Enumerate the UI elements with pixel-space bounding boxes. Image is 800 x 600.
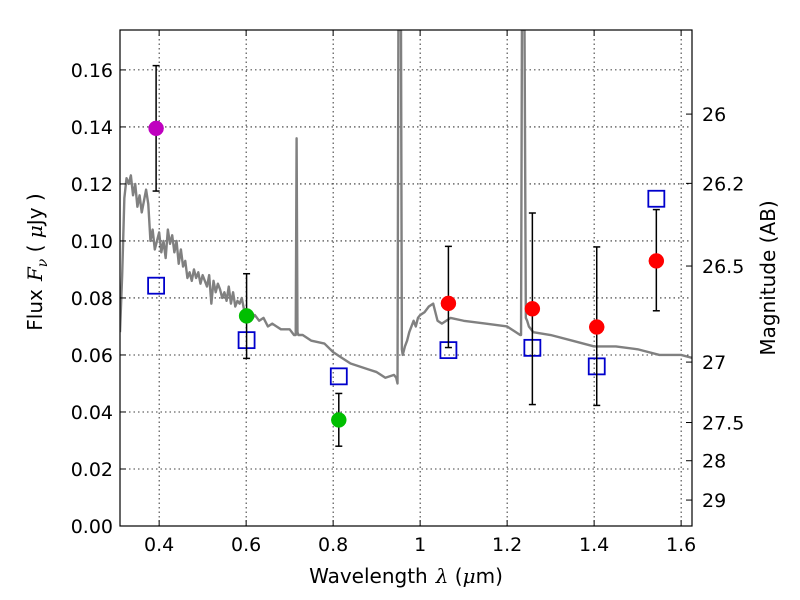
y-tick-label: 0.06	[71, 345, 113, 367]
y2-tick-label: 28	[702, 451, 726, 473]
y2-tick-label: 26	[702, 104, 726, 126]
model-square-marker	[647, 189, 666, 208]
data-point-marker	[238, 308, 255, 324]
y-axis-title-unit-mu: μ	[23, 225, 47, 238]
y-axis-title-unit-open: (	[23, 238, 47, 259]
model-square-marker	[147, 276, 166, 295]
model-spectrum	[120, 30, 692, 385]
data-point-marker	[440, 295, 457, 312]
y2-tick-label: 27.5	[702, 413, 744, 435]
model-spectrum-line	[120, 30, 692, 385]
y-axis-title-subscript: ν	[35, 258, 51, 267]
model-square-marker	[329, 367, 348, 386]
axes-ticks: 0.4 0.6 0.8 1 1.2 1.4 1.6 0.00 0.02 0.04 0.06 0.08 0…	[71, 30, 744, 556]
y-tick-label: 0.16	[71, 60, 113, 82]
data-point-marker	[148, 120, 164, 137]
x-axis-title-symbol: λ	[435, 564, 449, 588]
x-axis-title: Wavelength λ (μm)	[309, 564, 503, 588]
x-axis-title-text: Wavelength	[309, 564, 428, 588]
data-point-marker	[588, 319, 605, 335]
x-tick-label: 1.2	[492, 534, 522, 556]
data-point-marker	[331, 412, 347, 428]
plot-frame	[119, 29, 693, 527]
y-tick-label: 0.00	[71, 516, 113, 538]
x-tick-label: 1.6	[666, 534, 696, 556]
y2-tick-label: 26.2	[702, 173, 744, 195]
x-axis-title-unit-open: (	[448, 564, 462, 588]
y-tick-label: 0.08	[71, 288, 113, 310]
x-tick-label: 1.4	[579, 534, 609, 556]
y-tick-label: 0.14	[71, 117, 113, 139]
data-point-marker	[524, 301, 541, 317]
y-tick-label: 0.02	[71, 459, 113, 481]
y2-tick-label: 29	[702, 490, 726, 512]
y-axis-title-text: Flux	[23, 289, 47, 331]
y-tick-label: 0.12	[71, 174, 113, 196]
x-axis-title-unit-mu: μ	[463, 564, 476, 588]
plot-background	[120, 30, 692, 526]
right-axis-title: Magnitude (AB)	[756, 200, 780, 355]
x-tick-label: 0.8	[318, 534, 348, 556]
y2-tick-label: 27	[702, 352, 726, 374]
y-axis-title-unit-rest: Jy )	[23, 193, 47, 227]
y-tick-label: 0.04	[71, 402, 113, 424]
data-point-marker	[648, 253, 665, 269]
x-tick-label: 0.6	[231, 534, 261, 556]
x-tick-label: 0.4	[144, 534, 174, 556]
y-axis-title: Flux Fν ( μJy )	[23, 193, 51, 330]
y-tick-label: 0.10	[71, 231, 113, 253]
data-points	[147, 64, 666, 447]
y-axis-title-symbol: F	[23, 266, 47, 282]
x-axis-title-unit-rest: m)	[476, 564, 503, 588]
x-tick-label: 1	[414, 534, 426, 556]
y2-tick-label: 26.5	[702, 256, 744, 278]
